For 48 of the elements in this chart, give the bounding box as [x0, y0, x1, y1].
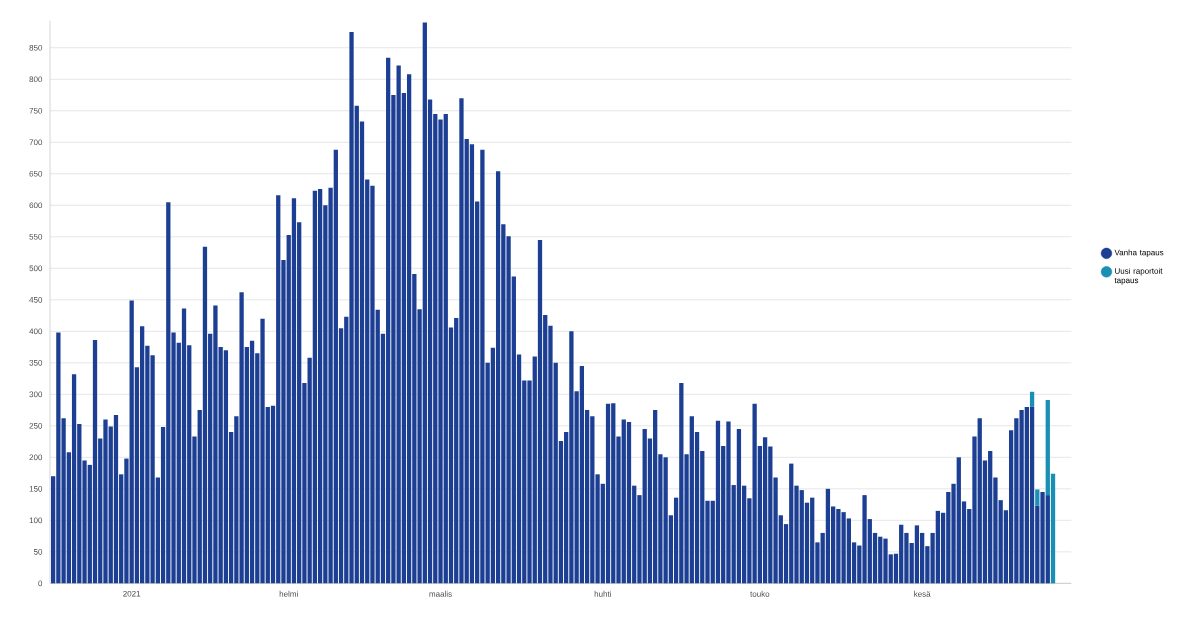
y-tick-label: 0 — [38, 580, 43, 587]
legend-label: Uusi raportoit tapaus — [1114, 267, 1163, 285]
bar — [113, 415, 119, 584]
y-tick-label: 650 — [29, 170, 43, 177]
y-tick-label: 250 — [29, 422, 43, 429]
x-tick-label: maalis — [429, 590, 452, 597]
bar — [249, 340, 255, 584]
bar — [914, 525, 920, 584]
bar — [1029, 391, 1035, 407]
bar — [626, 422, 632, 584]
y-tick-label: 400 — [29, 328, 43, 335]
x-tick-label: helmi — [279, 590, 298, 597]
y-tick-label: 350 — [29, 359, 43, 366]
bar — [92, 340, 98, 584]
bar — [312, 190, 318, 584]
bar — [762, 437, 768, 584]
y-tick-label: 450 — [29, 296, 43, 303]
bar — [1029, 406, 1035, 584]
bar — [495, 171, 501, 584]
y-tick-label: 200 — [29, 454, 43, 461]
bar — [715, 420, 721, 584]
y-tick-label: 800 — [29, 76, 43, 83]
y-tick-label: 850 — [29, 44, 43, 51]
bar — [605, 403, 611, 584]
bar — [537, 239, 543, 584]
x-tick-label: 2021 — [123, 590, 141, 597]
x-tick-label: kesä — [914, 590, 931, 597]
y-tick-label: 750 — [29, 107, 43, 114]
legend-label: Vanha tapaus — [1114, 249, 1164, 257]
y-tick-label: 300 — [29, 391, 43, 398]
y-tick-label: 50 — [33, 549, 43, 555]
bar — [1035, 489, 1040, 506]
bar — [406, 74, 412, 584]
bar — [223, 350, 229, 584]
bar — [71, 374, 77, 584]
bar — [825, 488, 831, 584]
bar — [202, 246, 208, 584]
y-tick-label: 100 — [29, 517, 43, 524]
y-tick-label: 150 — [29, 485, 43, 492]
y-tick-label: 500 — [29, 265, 43, 272]
bar — [181, 308, 187, 584]
y-tick-label: 600 — [29, 202, 43, 209]
x-tick-label: touko — [750, 590, 770, 597]
bar — [291, 198, 297, 584]
y-tick-label: 550 — [29, 233, 43, 240]
bar — [736, 428, 742, 584]
x-tick-label: huhti — [594, 590, 611, 597]
y-tick-label: 700 — [29, 139, 43, 146]
